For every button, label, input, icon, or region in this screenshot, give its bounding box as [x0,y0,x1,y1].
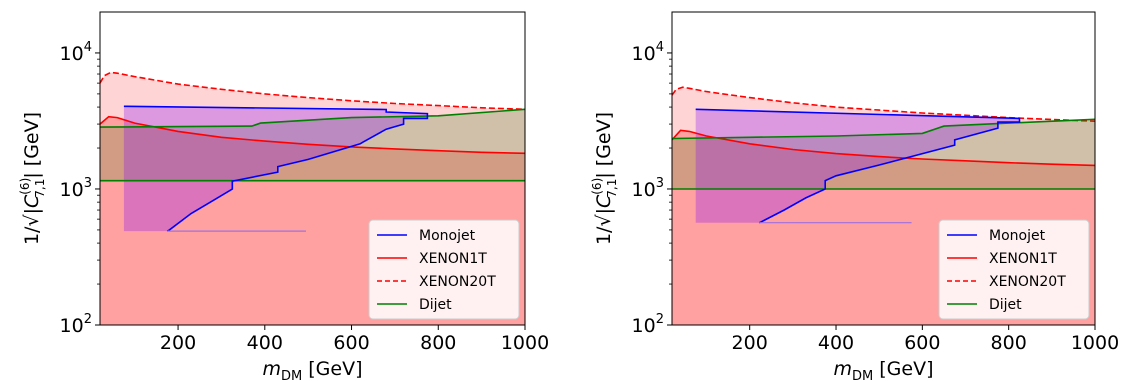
x-axis-label: mDM [GeV] [833,358,933,381]
legend-label: XENON1T [989,251,1057,267]
x-tick-label: 200 [732,332,768,354]
dijet-region [672,119,1095,189]
x-tick-label: 1000 [501,332,549,354]
xenon1t-line [672,129,1095,167]
y-tick-label: 102 [60,312,92,337]
monojet-line [123,105,429,232]
chart-panel-2: 200 400 600 800 1000 102 103 104 mDM [GeV] 1/√|C(… [590,11,1119,381]
xenon1t-line [100,115,525,155]
monojet-line [695,108,1021,224]
chart-panel-1: 200 400 600 800 1000 102 103 104 mDM [GeV] 1/√|C(… [18,11,549,381]
y-tick-label: 104 [60,40,92,65]
legend-label: XENON1T [419,251,487,267]
legend-box [938,219,1090,320]
legend: Monojet XENON1T XENON20T Dijet [368,219,520,320]
x-tick-label: 200 [160,332,196,354]
x-axis-label: mDM [GeV] [262,358,362,381]
x-tick-label: 1000 [1071,332,1119,354]
y-tick-label: 104 [632,40,664,65]
dijet-upper-line [672,118,1095,140]
x-tick-label: 400 [818,332,854,354]
x-tick-label: 400 [247,332,283,354]
legend-label: Dijet [989,297,1022,313]
y-axis-label: 1/√|C(6)7,1| [GeV] [590,112,619,245]
legend-label: Dijet [419,297,452,313]
legend-box [368,219,520,320]
y-axis-label: 1/√|C(6)7,1| [GeV] [18,112,47,245]
y-tick-label: 103 [60,176,92,201]
x-tick-label: 800 [991,332,1027,354]
legend-label: XENON20T [989,274,1066,290]
x-tick-label: 600 [904,332,940,354]
xenon20t-line [100,71,525,111]
legend: Monojet XENON1T XENON20T Dijet [938,219,1090,320]
legend-label: Monojet [989,228,1046,244]
dijet-upper-line [100,108,525,128]
legend-label: XENON20T [419,274,496,290]
y-tick-label: 103 [632,176,664,201]
legend-label: Monojet [419,228,476,244]
y-tick-label: 102 [632,312,664,337]
axes-frame [99,11,526,326]
x-tick-label: 600 [333,332,369,354]
x-tick-label: 800 [420,332,456,354]
monojet-region [123,106,428,232]
axes-frame [671,11,1096,326]
